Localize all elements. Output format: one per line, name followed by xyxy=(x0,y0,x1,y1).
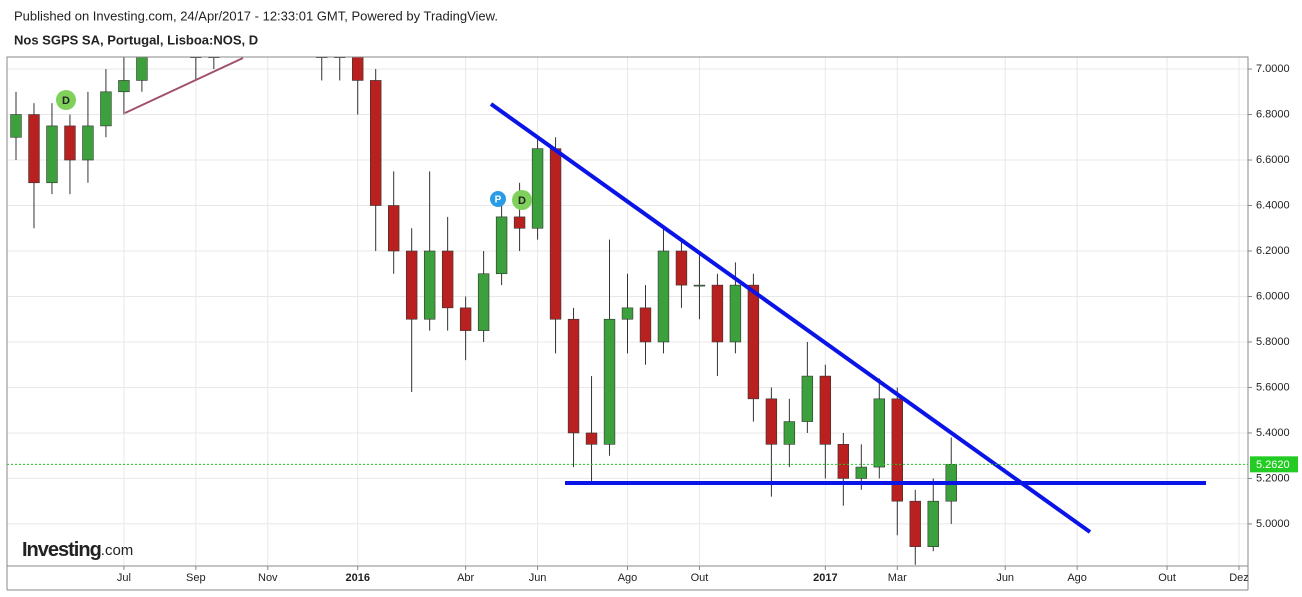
chart-title: Nos SGPS SA, Portugal, Lisboa:NOS, D xyxy=(14,32,258,47)
candle-body xyxy=(621,307,634,320)
candle-body xyxy=(513,216,526,229)
x-tick-label: Dez xyxy=(1229,572,1249,584)
candle-body xyxy=(28,114,40,184)
candle-body xyxy=(334,57,346,58)
candle-body xyxy=(567,318,580,434)
candle-body xyxy=(855,466,868,479)
y-tick-label: 6.4000 xyxy=(1256,199,1290,211)
y-tick-label: 6.2000 xyxy=(1256,245,1290,257)
x-tick-label: Out xyxy=(691,572,709,584)
event-marker xyxy=(490,191,506,207)
x-tick-label: Jun xyxy=(996,572,1014,584)
last-price-box xyxy=(1250,456,1298,473)
x-tick-label: Out xyxy=(1158,572,1176,584)
candle-body xyxy=(765,398,778,445)
candle-body xyxy=(100,91,112,127)
candle-body xyxy=(783,421,796,445)
x-tick-label: Abr xyxy=(457,572,474,584)
candle-body xyxy=(262,0,273,1)
candle-body xyxy=(711,284,724,343)
candle-body xyxy=(873,398,885,468)
candle-body xyxy=(819,375,832,445)
candle-body xyxy=(459,307,472,331)
candle-body xyxy=(585,432,598,445)
y-tick-label: 6.8000 xyxy=(1256,108,1290,120)
candles xyxy=(10,0,957,565)
event-label: P xyxy=(495,195,502,206)
candle-body xyxy=(747,284,760,400)
candle-body xyxy=(549,148,562,320)
candle-body xyxy=(603,318,616,445)
y-tick-label: 5.4000 xyxy=(1256,427,1290,439)
candle-body xyxy=(441,250,454,309)
y-tick-label: 6.6000 xyxy=(1256,154,1290,166)
trend-line xyxy=(489,102,1092,534)
drawings: D P D xyxy=(56,57,1206,534)
candle-body xyxy=(927,500,939,547)
candle-body xyxy=(64,125,76,161)
logo-name: Investing xyxy=(22,539,101,561)
candle-body xyxy=(136,57,148,81)
candle-body xyxy=(10,114,22,138)
candle-body xyxy=(909,500,921,547)
event-label: D xyxy=(62,95,70,107)
candle-body xyxy=(891,398,903,502)
y-tick-label: 5.2000 xyxy=(1256,472,1290,484)
candle-body xyxy=(387,205,400,252)
trend-line xyxy=(124,57,244,114)
candle-body xyxy=(477,273,490,331)
candle-body xyxy=(495,216,508,275)
candle-body xyxy=(82,125,94,161)
y-tick-label: 5.8000 xyxy=(1256,336,1290,348)
event-label: D xyxy=(518,195,526,207)
x-tick-label: Ago xyxy=(1067,572,1087,584)
y-tick-label: 5.6000 xyxy=(1256,381,1290,393)
x-tick-label: Jun xyxy=(529,572,547,584)
candle-body xyxy=(352,57,364,81)
logo: Investing.com xyxy=(22,539,133,561)
y-tick-label: 6.0000 xyxy=(1256,290,1290,302)
candle-body xyxy=(316,57,328,58)
event-marker xyxy=(512,190,532,210)
candle-body xyxy=(729,284,742,343)
candle-body xyxy=(639,307,652,343)
candle-body xyxy=(837,444,850,479)
y-tick-label: 7.0000 xyxy=(1256,63,1290,75)
x-tick-label: Sep xyxy=(186,572,206,584)
logo-suffix: .com xyxy=(101,542,134,559)
candle-body xyxy=(118,80,130,93)
candle-body xyxy=(370,80,382,206)
candle-body xyxy=(693,284,706,287)
x-tick-label: Nov xyxy=(258,572,278,584)
chart-subtitle: Published on Investing.com, 24/Apr/2017 … xyxy=(14,8,498,23)
x-tick-label: 2017 xyxy=(813,572,837,584)
y-tick-label: 5.0000 xyxy=(1256,518,1290,530)
candle-body xyxy=(423,250,436,320)
candle-body xyxy=(244,1,255,2)
candle-body xyxy=(46,125,58,184)
candle-body xyxy=(531,148,544,229)
candle-body xyxy=(675,250,688,286)
candle-body xyxy=(405,250,418,320)
last-price-label: 5.2620 xyxy=(1256,459,1290,471)
x-tick-label: Jul xyxy=(117,572,131,584)
candle-body xyxy=(801,375,814,422)
x-tick-label: 2016 xyxy=(345,572,369,584)
x-tick-label: Ago xyxy=(618,572,638,584)
event-marker xyxy=(56,90,76,110)
x-tick-label: Mar xyxy=(888,572,907,584)
candle-body xyxy=(280,0,291,1)
candle-body xyxy=(657,250,670,343)
